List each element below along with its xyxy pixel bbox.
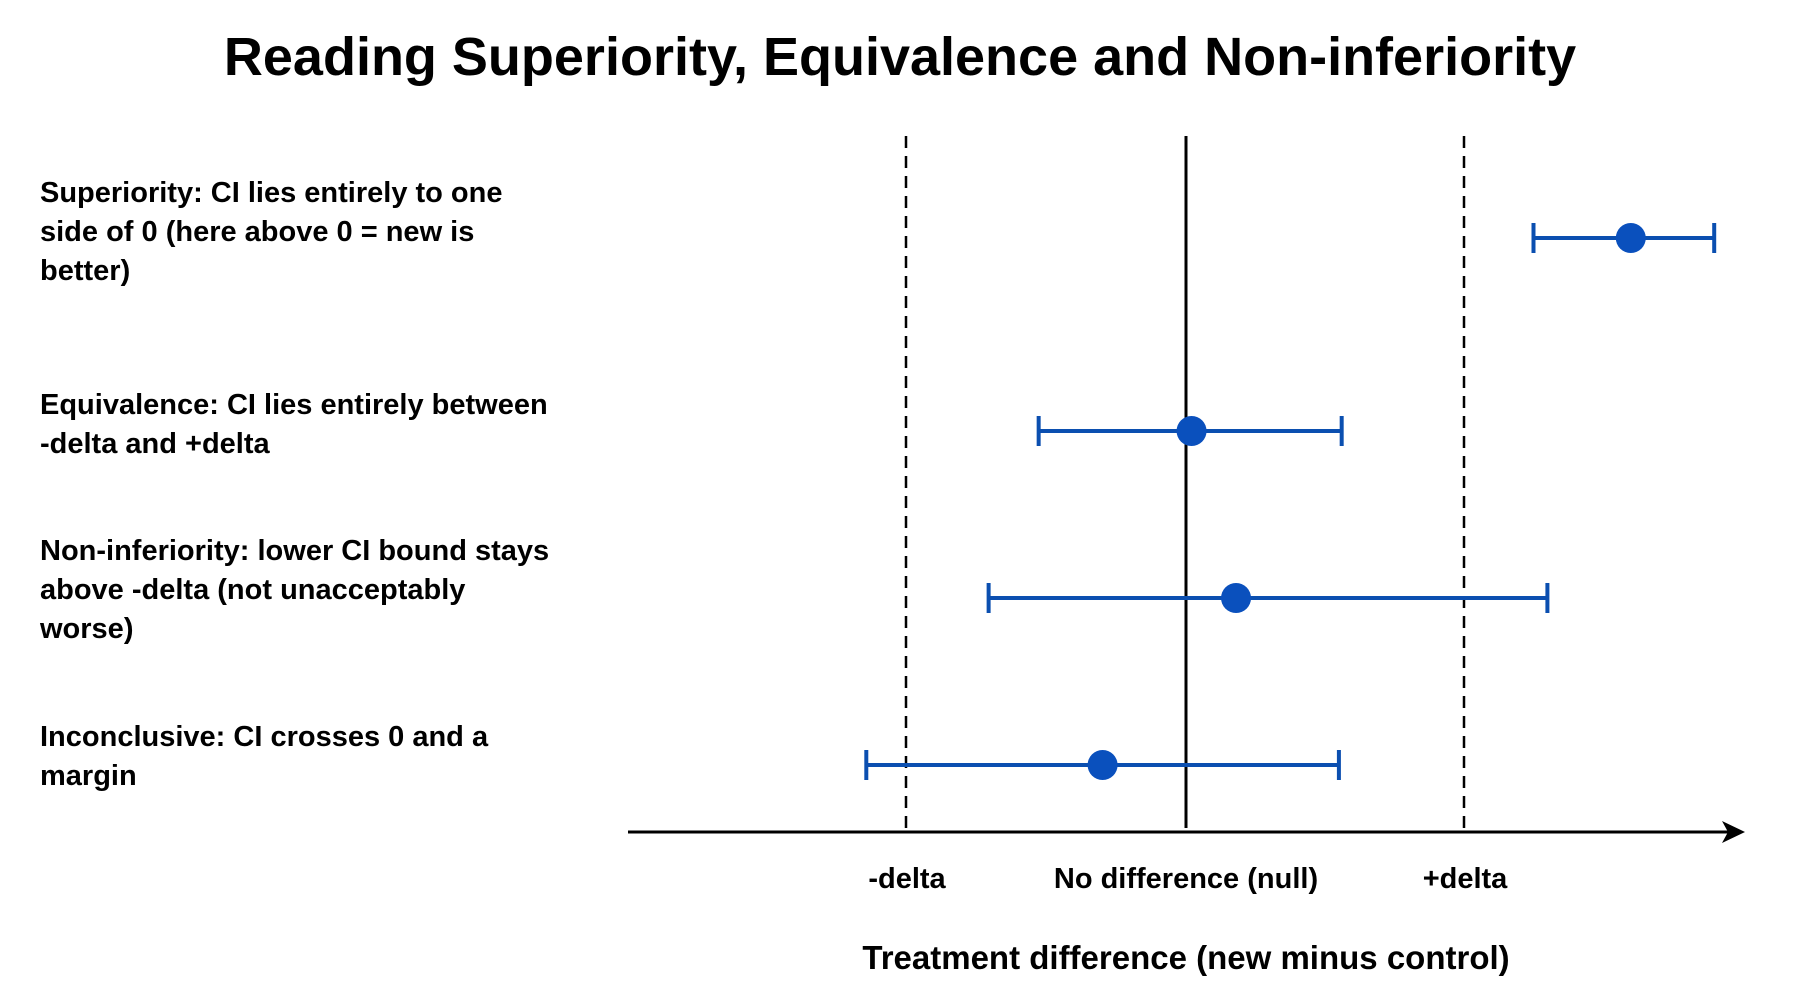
point-estimate-superiority [1615, 223, 1646, 253]
tick-label-minus-delta: -delta [868, 863, 946, 895]
point-estimate-inconclusive [1087, 750, 1118, 780]
confidence-intervals [864, 223, 1717, 780]
row-label-equivalence: Equivalence: CI lies entirely between -d… [40, 389, 548, 460]
row-label-superiority: Superiority: CI lies entirely to one sid… [40, 177, 503, 287]
point-estimate-equivalence [1176, 416, 1207, 446]
row-label-inconclusive: Inconclusive: CI crosses 0 and a margin [40, 721, 489, 792]
tick-label-null: No difference (null) [1054, 863, 1318, 895]
point-estimate-noninferiority [1221, 583, 1252, 613]
row-label-noninferiority: Non-inferiority: lower CI bound stays ab… [40, 535, 550, 645]
x-axis-title: Treatment difference (new minus control) [862, 939, 1509, 976]
x-axis-arrowhead [1722, 821, 1745, 843]
tick-label-plus-delta: +delta [1423, 863, 1508, 895]
diagram-title: Reading Superiority, Equivalence and Non… [223, 27, 1577, 87]
